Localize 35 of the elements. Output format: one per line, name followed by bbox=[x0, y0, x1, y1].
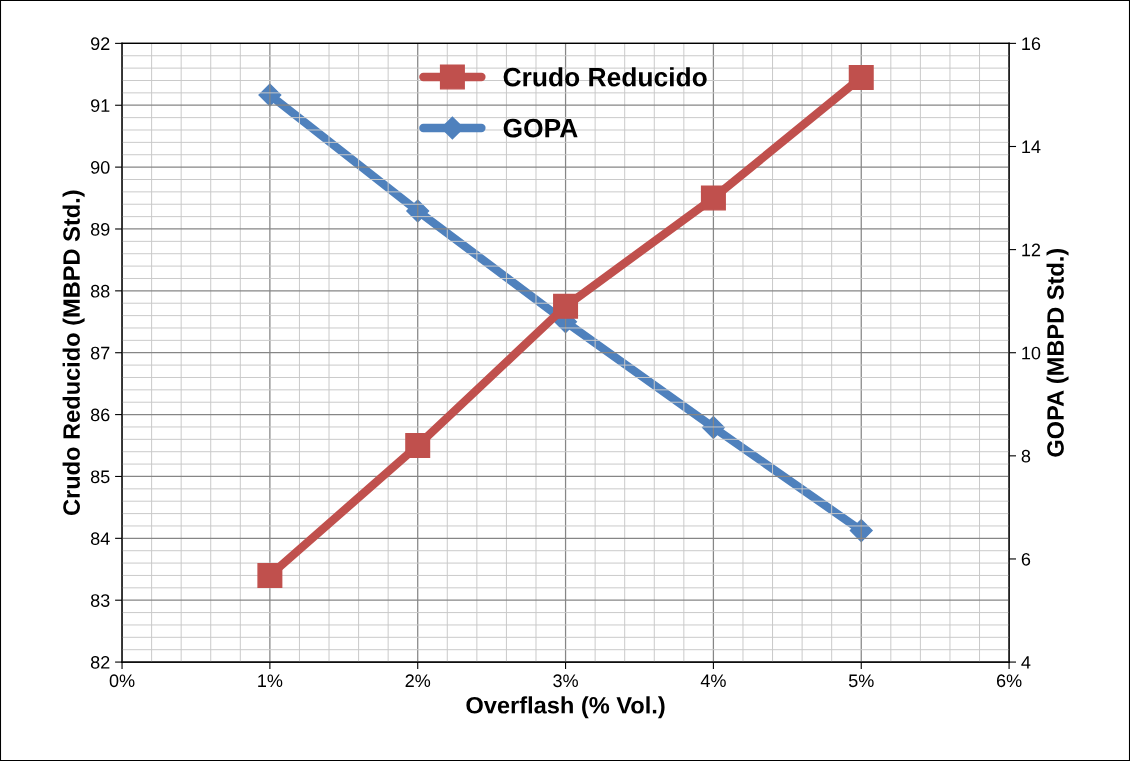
y-tick-label: 84 bbox=[90, 532, 110, 546]
point bbox=[257, 562, 283, 588]
y-tick-label: 85 bbox=[90, 470, 110, 484]
x-tick-label: 0% bbox=[109, 674, 135, 688]
x-tick-label: 4% bbox=[700, 674, 726, 688]
y-tick-label: 88 bbox=[90, 284, 110, 298]
y2-tick-label: 10 bbox=[1022, 346, 1041, 360]
x-axis-title: Overflash (% Vol.) bbox=[466, 696, 665, 719]
y-tick-label: 86 bbox=[90, 408, 110, 422]
y-tick-label: 89 bbox=[90, 222, 110, 236]
legend-label: GOPA bbox=[503, 118, 578, 138]
y-tick-label: 87 bbox=[90, 346, 110, 360]
legend-label: Crudo Reducido bbox=[503, 67, 707, 87]
point bbox=[700, 185, 726, 211]
y2-tick-label: 8 bbox=[1021, 449, 1031, 463]
point bbox=[553, 293, 579, 319]
x-tick-label: 1% bbox=[258, 674, 283, 688]
y2-tick-label: 16 bbox=[1022, 37, 1041, 51]
y-tick-label: 90 bbox=[91, 161, 110, 174]
x-tick-label: 3% bbox=[553, 674, 578, 688]
y-tick-label: 82 bbox=[90, 656, 110, 669]
x-tick-label: 2% bbox=[405, 674, 431, 688]
x-tick-label: 6% bbox=[996, 674, 1022, 688]
x-tick-label: 5% bbox=[848, 674, 874, 688]
y2-tick-label: 4 bbox=[1021, 656, 1031, 669]
y2-tick-label: 12 bbox=[1022, 243, 1041, 257]
point bbox=[848, 64, 874, 90]
y-tick-label: 91 bbox=[91, 99, 110, 112]
y-tick-label: 92 bbox=[91, 37, 110, 51]
y2-tick-label: 14 bbox=[1022, 140, 1041, 154]
y-tick-label: 83 bbox=[90, 594, 110, 607]
y2-axis-title: GOPA (MBPD Std.) bbox=[1046, 248, 1069, 457]
y2-tick-label: 6 bbox=[1021, 552, 1031, 566]
point bbox=[405, 433, 431, 459]
y-axis-title: Crudo Reducido (MBPD Std.) bbox=[62, 190, 85, 516]
